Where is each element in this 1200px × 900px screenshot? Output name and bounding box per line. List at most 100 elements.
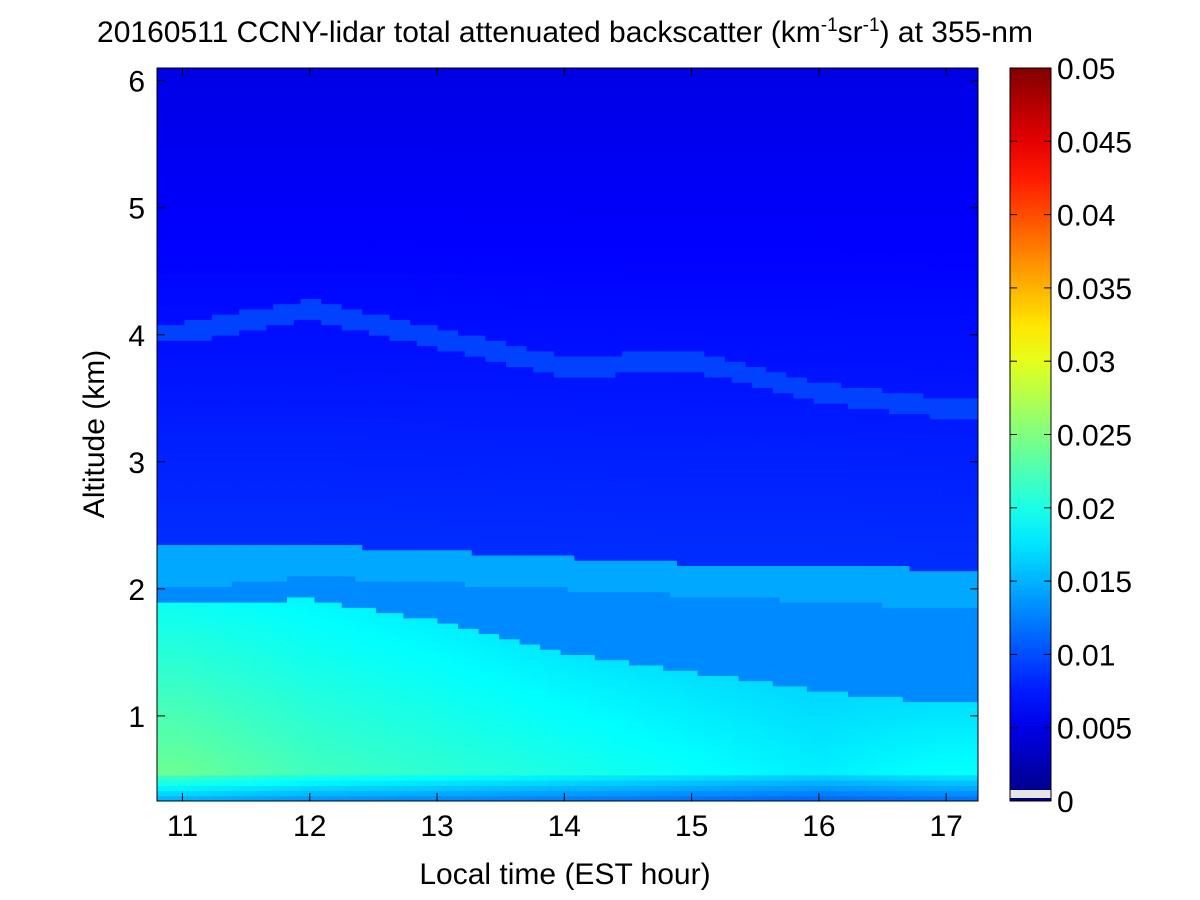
heatmap-cell [348, 680, 357, 687]
heatmap-cell [334, 392, 343, 399]
heatmap-cell [314, 471, 322, 477]
heatmap-cell [321, 492, 329, 498]
heatmap-cell [157, 465, 165, 472]
heatmap-cell [170, 214, 179, 221]
heatmap-cell [314, 424, 322, 430]
heatmap-cell [218, 659, 227, 666]
heatmap-cell [211, 497, 220, 504]
heatmap-cell [328, 575, 336, 582]
heatmap-cell [239, 104, 247, 111]
heatmap-cell [382, 780, 391, 786]
heatmap-cell [245, 387, 254, 394]
heatmap-cell [280, 732, 288, 739]
heatmap-cell [382, 544, 391, 551]
heatmap-cell [245, 366, 254, 373]
heatmap-cell [239, 376, 247, 383]
heatmap-cell [225, 544, 233, 551]
heatmap-cell [211, 476, 220, 483]
heatmap-cell [245, 83, 254, 90]
heatmap-cell [382, 125, 391, 132]
heatmap-cell [191, 518, 199, 525]
heatmap-cell [170, 382, 179, 388]
heatmap-cell [321, 403, 329, 409]
heatmap-cell [170, 439, 179, 446]
heatmap-cell [375, 209, 384, 216]
heatmap-cell [321, 83, 329, 90]
heatmap-cell [170, 355, 179, 362]
heatmap-cell [225, 748, 233, 755]
heatmap-cell [198, 125, 206, 132]
heatmap-cell [218, 382, 227, 388]
heatmap-cell [266, 544, 274, 551]
heatmap-cell [170, 104, 179, 111]
heatmap-cell [232, 633, 240, 640]
heatmap-cell [252, 759, 261, 765]
heatmap-cell [198, 774, 206, 781]
heatmap-cell [286, 759, 295, 765]
heatmap-cell [348, 581, 357, 587]
heatmap-cell [334, 685, 343, 692]
heatmap-cell [369, 125, 377, 132]
heatmap-cell [341, 460, 350, 467]
heatmap-cell [170, 717, 179, 724]
heatmap-cell [341, 549, 350, 556]
heatmap-cell [266, 617, 274, 624]
heatmap-cell [328, 539, 336, 546]
heatmap-cell [198, 711, 206, 718]
heatmap-cell [328, 68, 336, 74]
heatmap-cell [300, 780, 309, 786]
heatmap-cell [396, 382, 404, 388]
heatmap-cell [225, 764, 233, 771]
heatmap-cell [307, 392, 315, 399]
heatmap-cell [225, 444, 233, 451]
heatmap-cell [348, 795, 357, 801]
heatmap-cell [273, 188, 281, 195]
heatmap-cell [211, 664, 220, 671]
heatmap-cell [321, 711, 329, 718]
heatmap-cell [157, 225, 165, 231]
heatmap-cell [225, 73, 233, 80]
heatmap-cell [225, 266, 233, 273]
heatmap-cell [334, 596, 343, 603]
heatmap-cell [245, 109, 254, 116]
heatmap-cell [273, 392, 281, 399]
heatmap-cell [177, 780, 185, 786]
heatmap-cell [170, 774, 179, 781]
heatmap-cell [286, 581, 295, 587]
heatmap-cell [252, 261, 261, 268]
heatmap-cell [362, 685, 370, 692]
heatmap-cell [280, 513, 288, 519]
heatmap-cell [286, 502, 295, 509]
heatmap-cell [321, 256, 329, 263]
heatmap-cell [157, 795, 165, 801]
heatmap-cell [232, 361, 240, 368]
heatmap-cell [348, 324, 357, 331]
heatmap-cell [163, 727, 172, 734]
heatmap-cell [321, 308, 329, 315]
heatmap-cell [362, 183, 370, 190]
heatmap-cell [369, 492, 377, 498]
heatmap-cell [204, 795, 213, 801]
heatmap-cell [321, 141, 329, 148]
heatmap-cell [225, 727, 233, 734]
heatmap-cell [389, 497, 398, 504]
heatmap-cell [239, 256, 247, 263]
heatmap-cell [293, 680, 302, 687]
heatmap-cell [245, 209, 254, 216]
heatmap-cell [198, 790, 206, 797]
heatmap-cell [362, 251, 370, 258]
heatmap-cell [362, 261, 370, 268]
heatmap-cell [184, 439, 192, 446]
heatmap-cell [191, 586, 199, 593]
heatmap-cell [286, 319, 295, 326]
heatmap-cell [163, 617, 172, 624]
heatmap-cell [328, 287, 336, 294]
heatmap-cell [259, 293, 268, 299]
heatmap-cell [321, 659, 329, 666]
heatmap-cell [198, 240, 206, 247]
heatmap-cell [266, 335, 274, 341]
heatmap-cell [266, 607, 274, 614]
heatmap-cell [163, 769, 172, 776]
heatmap-cell [273, 560, 281, 566]
heatmap-cell [177, 397, 185, 404]
